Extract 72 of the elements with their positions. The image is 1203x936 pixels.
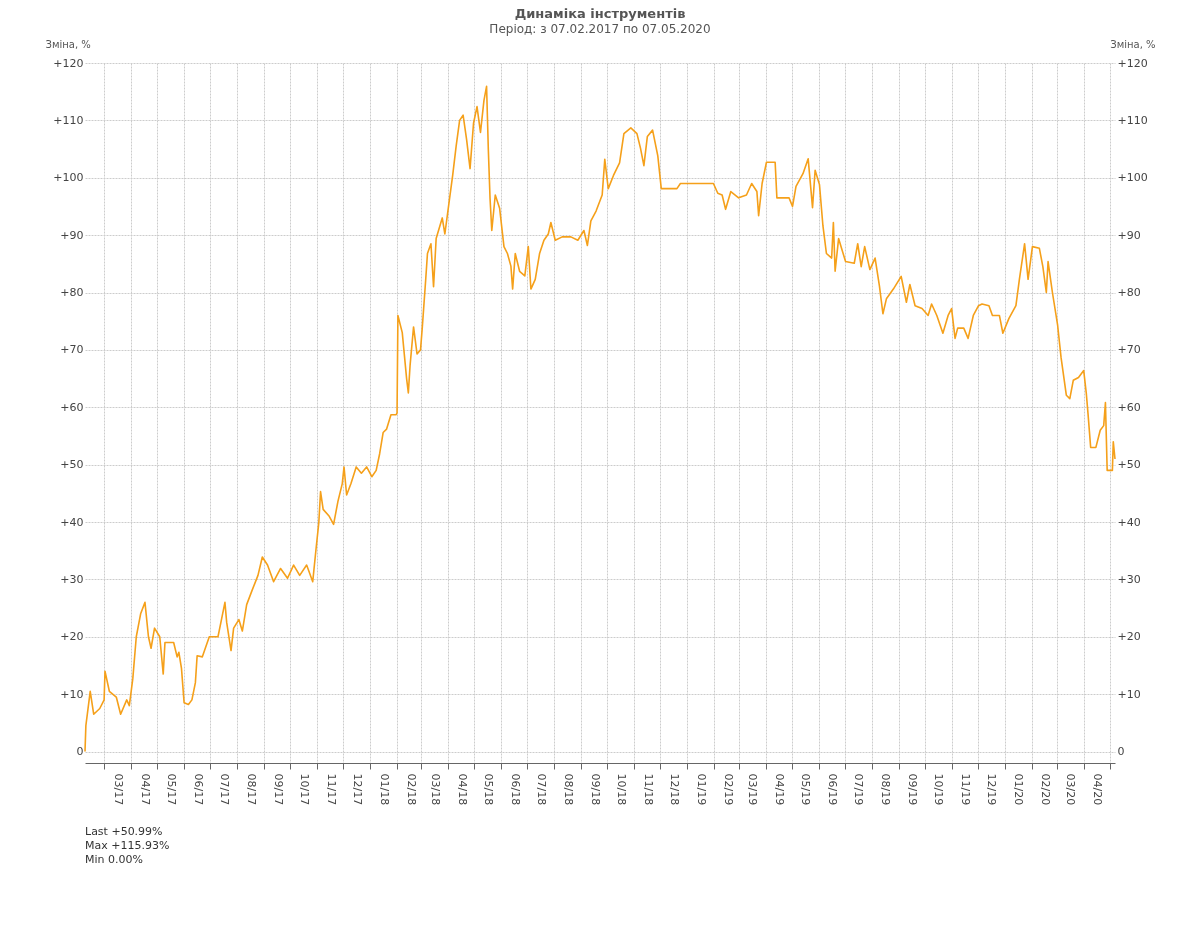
y2-tick-label: +90: [1117, 228, 1141, 242]
y-tick-label: +40: [60, 515, 84, 529]
y-tick-label: +90: [60, 228, 84, 242]
x-tick-label: 08/18: [561, 773, 575, 806]
x-tick-label: 08/19: [879, 773, 893, 806]
y-tick-label: +20: [60, 630, 84, 644]
y2-tick-label: +30: [1117, 572, 1141, 586]
x-tick-label: 11/18: [641, 773, 655, 806]
y2-tick-label: +50: [1117, 458, 1141, 472]
text: Min 0.00%: [85, 853, 143, 866]
x-tick-label: 10/18: [614, 773, 628, 806]
y-tick-label: +120: [53, 56, 84, 70]
x-tick-label: 06/18: [508, 773, 522, 806]
y2-tick-label: +120: [1117, 56, 1148, 70]
chart-subtitle: Період: з 07.02.2017 по 07.05.2020: [489, 22, 711, 36]
x-tick-label: 01/20: [1012, 773, 1026, 806]
x-tick-label: 07/17: [217, 773, 231, 806]
x-tick-label: 07/18: [534, 773, 548, 806]
y-tick-label: +70: [60, 343, 84, 357]
x-tick-label: 03/18: [428, 773, 442, 806]
y-tick-label: +100: [53, 171, 84, 185]
y-tick-label: +50: [60, 458, 84, 472]
x-tick-label: 05/19: [799, 773, 813, 806]
y2-tick-label: +70: [1117, 343, 1141, 357]
x-tick-label: 05/18: [481, 773, 495, 806]
x-tick-label: 04/20: [1091, 773, 1105, 806]
x-tick-label: 06/19: [826, 773, 840, 806]
x-tick-label: 03/19: [746, 773, 760, 806]
text: Max +115.93%: [85, 839, 170, 852]
y2-tick-label: +20: [1117, 630, 1141, 644]
x-tick-label: 12/18: [667, 773, 681, 806]
x-tick-label: 11/19: [959, 773, 973, 806]
x-tick-label: 12/17: [350, 773, 364, 806]
x-tick-label: 10/19: [932, 773, 946, 806]
y-tick-label: +110: [53, 113, 84, 127]
y2-tick-label: +80: [1117, 286, 1141, 300]
y2-tick-label: +100: [1117, 171, 1148, 185]
y2-tick-label: 0: [1117, 745, 1125, 759]
y2-tick-label: +60: [1117, 400, 1141, 414]
x-tick-label: 02/18: [404, 773, 418, 806]
x-tick-label: 05/17: [164, 773, 178, 806]
y2-tick-label: +10: [1117, 687, 1141, 701]
y2-tick-label: +40: [1117, 515, 1141, 529]
x-tick-label: 08/17: [244, 773, 258, 806]
y2-tick-label: +110: [1117, 113, 1148, 127]
x-tick-label: 10/17: [297, 773, 311, 806]
x-tick-label: 07/19: [852, 773, 866, 806]
x-tick-label: 03/20: [1064, 773, 1078, 806]
y2-axis-title: Зміна, %: [1110, 38, 1156, 50]
y-tick-label: 0: [76, 745, 84, 759]
y-tick-label: +80: [60, 286, 84, 300]
x-tick-label: 02/20: [1039, 773, 1053, 806]
x-tick-label: 09/19: [906, 773, 920, 806]
x-tick-label: 06/17: [191, 773, 205, 806]
x-tick-label: 02/19: [721, 773, 735, 806]
y-tick-label: +10: [60, 687, 84, 701]
x-tick-label: 01/19: [694, 773, 708, 806]
text: Last +50.99%: [85, 825, 163, 838]
x-tick-label: 11/17: [324, 773, 338, 806]
x-tick-label: 09/17: [271, 773, 285, 806]
x-tick-label: 04/17: [138, 773, 152, 806]
x-tick-label: 12/19: [985, 773, 999, 806]
y-tick-label: +60: [60, 400, 84, 414]
y-tick-label: +30: [60, 572, 84, 586]
x-tick-label: 03/17: [111, 773, 125, 806]
x-tick-label: 04/19: [773, 773, 787, 806]
y-axis-title: Зміна, %: [45, 38, 91, 50]
chart-title: Динаміка інструментів: [514, 6, 686, 21]
x-tick-label: 01/18: [377, 773, 391, 806]
x-tick-label: 04/18: [455, 773, 469, 806]
x-tick-label: 09/18: [588, 773, 602, 806]
line-series: [84, 85, 1116, 753]
